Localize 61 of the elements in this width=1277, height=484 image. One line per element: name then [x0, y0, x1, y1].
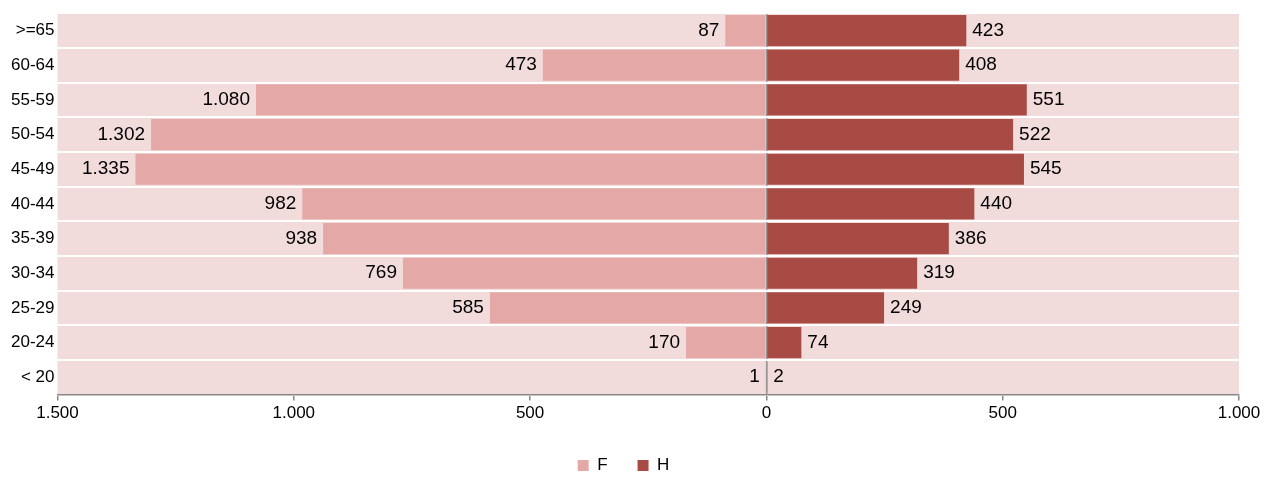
data-label: 423	[972, 18, 1005, 40]
x-tick-label: 0	[761, 403, 772, 423]
data-label: 473	[505, 53, 537, 75]
bar	[767, 326, 802, 359]
bar	[255, 84, 766, 116]
x-tick-label: 500	[515, 403, 545, 423]
bar	[725, 14, 766, 47]
y-tick-label: 60-64	[11, 54, 55, 74]
y-tick-label: 45-49	[11, 158, 55, 178]
data-label: 74	[807, 330, 829, 352]
bar	[402, 257, 766, 289]
data-label: 1	[749, 365, 760, 387]
data-label: 1.080	[202, 88, 250, 110]
bar	[767, 153, 1024, 185]
data-label: 2	[773, 365, 784, 387]
y-tick-label: 50-54	[11, 124, 55, 144]
y-tick-label: 25-29	[11, 297, 55, 317]
y-tick-label: < 20	[20, 366, 55, 386]
bar	[686, 326, 766, 359]
bar	[767, 188, 975, 220]
data-label: 769	[365, 261, 397, 283]
bar	[302, 188, 766, 220]
y-tick-label: 35-39	[11, 228, 55, 248]
data-label: 319	[923, 261, 955, 283]
y-tick-label: 55-59	[11, 89, 55, 109]
data-label: 1.302	[97, 122, 146, 144]
bar	[489, 292, 766, 324]
bar	[767, 14, 967, 47]
data-label: 440	[980, 192, 1013, 214]
data-label: 249	[890, 296, 922, 318]
y-tick-label: 20-24	[11, 332, 55, 352]
data-label: 545	[1029, 157, 1062, 179]
y-tick-label: >=65	[15, 20, 55, 40]
bar	[135, 153, 766, 185]
bar	[767, 118, 1014, 151]
data-label: 585	[452, 296, 484, 318]
data-label: 170	[648, 330, 681, 352]
bar	[767, 222, 949, 255]
bar	[542, 49, 766, 81]
bar	[767, 84, 1027, 116]
bar	[767, 49, 960, 81]
legend-label: H	[657, 455, 670, 475]
data-label: 386	[954, 226, 987, 248]
legend-label: F	[597, 455, 608, 475]
data-label: 982	[264, 192, 297, 214]
data-label: 522	[1019, 122, 1051, 144]
y-tick-label: 40-44	[11, 193, 55, 213]
data-label: 551	[1032, 88, 1065, 110]
bar	[767, 292, 885, 324]
x-tick-label: 1.000	[1217, 403, 1261, 423]
bar	[151, 118, 766, 151]
bar	[767, 257, 918, 289]
data-label: 87	[698, 18, 720, 40]
x-tick-label: 500	[988, 403, 1017, 423]
x-tick-label: 1.500	[36, 403, 79, 423]
data-label: 408	[965, 53, 997, 75]
y-tick-label: 30-34	[11, 262, 55, 282]
data-label: 938	[285, 226, 318, 248]
x-tick-label: 1.000	[272, 403, 316, 423]
data-label: 1.335	[81, 157, 130, 179]
bar	[323, 222, 766, 255]
